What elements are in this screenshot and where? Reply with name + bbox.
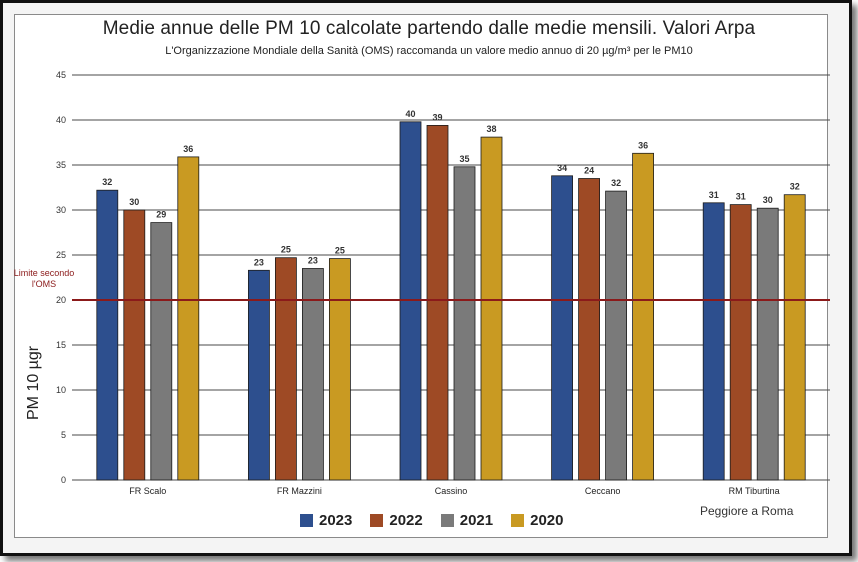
bar-fr-mazzini-2022 (274, 257, 297, 481)
data-label-rm-tiburtina-2021: 30 (763, 195, 773, 205)
legend-label-2022: 2022 (389, 511, 423, 529)
bar-ceccano-2023 (551, 175, 573, 481)
bar-fr-mazzini-2023 (247, 269, 270, 481)
bar-ceccano-2021 (605, 190, 627, 481)
bar-rm-tiburtina-2022 (729, 204, 752, 481)
legend: 2023 2022 2021 2020 (300, 510, 564, 530)
bar-cassino-2022 (426, 125, 449, 481)
legend-item-2023: 2023 (300, 512, 352, 529)
data-label-ceccano-2020: 36 (638, 140, 648, 150)
y-tick-label-35: 35 (56, 160, 66, 170)
y-tick-label-20: 20 (56, 295, 66, 305)
bar-fr-scalo-2021 (150, 222, 173, 481)
data-label-rm-tiburtina-2020: 32 (790, 182, 800, 192)
legend-item-2021: 2021 (440, 511, 494, 529)
data-label-rm-tiburtina-2023: 31 (709, 190, 719, 200)
bar-cassino-2020 (480, 136, 503, 481)
data-label-rm-tiburtina-2022: 31 (736, 192, 746, 202)
x-tick-label-3: Ceccano (585, 486, 621, 496)
data-label-fr-mazzini-2020: 25 (335, 246, 345, 256)
bar-ceccano-2020 (632, 152, 654, 481)
legend-label-2020: 2020 (530, 511, 564, 529)
x-tick-label-0: FR Scalo (129, 486, 166, 496)
bar-fr-mazzini-2020 (328, 258, 351, 481)
y-tick-label-30: 30 (56, 205, 66, 215)
legend-label-2023: 2023 (319, 511, 353, 529)
data-label-cassino-2023: 40 (405, 109, 415, 119)
bar-fr-scalo-2022 (123, 209, 146, 481)
legend-item-2020: 2020 (511, 511, 564, 529)
chart-subtitle: L'Organizzazione Mondiale della Sanità (… (165, 45, 693, 57)
data-label-cassino-2020: 38 (486, 124, 496, 134)
data-label-ceccano-2022: 24 (584, 166, 594, 176)
legend-item-2022: 2022 (370, 511, 423, 529)
data-label-fr-mazzini-2021: 23 (308, 256, 318, 266)
annotation-peggiore: Peggiore a Roma (700, 504, 794, 518)
y-tick-label-40: 40 (56, 115, 66, 125)
data-label-fr-scalo-2020: 36 (183, 144, 193, 154)
bar-fr-scalo-2020 (177, 156, 200, 481)
bar-ceccano-2022 (578, 178, 600, 481)
data-label-cassino-2021: 35 (459, 154, 469, 164)
chart-title: Medie annue delle PM 10 calcolate parten… (102, 18, 756, 39)
bar-fr-scalo-2023 (96, 189, 119, 481)
reference-line-label-1: Limite secondo (14, 268, 75, 278)
y-tick-label-25: 25 (56, 250, 66, 260)
legend-swatch-2022 (370, 513, 384, 527)
reference-line-label-2: l'OMS (32, 279, 56, 289)
bar-fr-mazzini-2021 (301, 268, 324, 481)
legend-swatch-2021 (440, 513, 454, 527)
bar-rm-tiburtina-2021 (756, 207, 779, 481)
x-tick-label-4: RM Tiburtina (729, 486, 780, 496)
y-tick-label-15: 15 (56, 340, 66, 350)
data-label-ceccano-2023: 34 (557, 163, 567, 173)
x-tick-label-2: Cassino (435, 486, 468, 496)
bar-rm-tiburtina-2020 (783, 194, 806, 481)
x-tick-label-1: FR Mazzini (277, 486, 322, 496)
data-label-cassino-2022: 39 (432, 112, 442, 122)
legend-label-2021: 2021 (459, 511, 494, 529)
legend-swatch-2023 (300, 513, 313, 527)
y-axis-label: PM 10 µgr (25, 345, 42, 420)
legend-swatch-2020 (511, 513, 525, 527)
data-label-ceccano-2021: 32 (611, 178, 621, 188)
y-tick-label-10: 10 (56, 385, 66, 395)
bar-rm-tiburtina-2023 (702, 202, 725, 481)
data-label-fr-scalo-2023: 32 (102, 177, 112, 187)
data-label-fr-scalo-2021: 29 (156, 210, 166, 220)
y-tick-label-5: 5 (61, 430, 66, 440)
y-tick-label-45: 45 (56, 70, 66, 80)
data-label-fr-mazzini-2023: 23 (254, 257, 264, 267)
data-label-fr-scalo-2022: 30 (129, 197, 139, 207)
y-tick-label-0: 0 (61, 475, 66, 485)
data-label-fr-mazzini-2022: 25 (281, 245, 291, 255)
bar-cassino-2021 (453, 166, 476, 481)
